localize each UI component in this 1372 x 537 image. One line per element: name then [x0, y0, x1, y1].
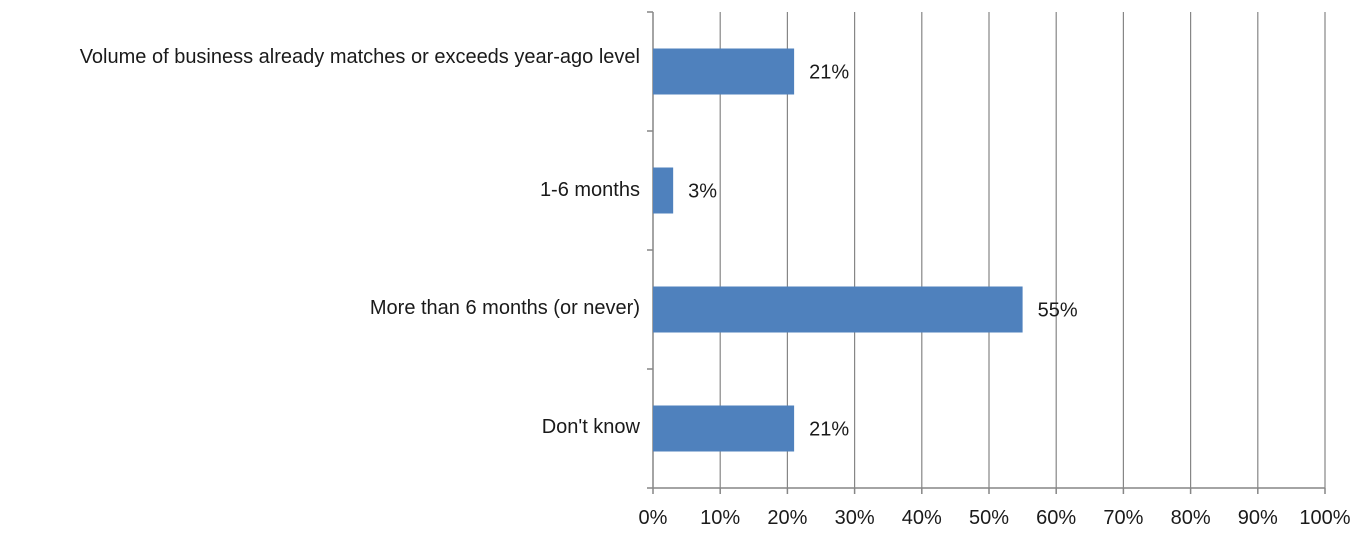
x-tick-label-9: 90%	[1238, 507, 1278, 529]
x-tick-label-7: 70%	[1103, 507, 1143, 529]
bar-1	[653, 167, 674, 214]
x-tick-label-8: 80%	[1171, 507, 1211, 529]
category-label-2: More than 6 months (or never)	[369, 297, 640, 319]
bar-2	[653, 286, 1023, 333]
data-label-3: 21%	[809, 419, 849, 441]
data-label-0: 21%	[809, 62, 849, 84]
x-tick-label-6: 60%	[1036, 507, 1076, 529]
category-label-3: Don't know	[541, 416, 640, 438]
x-tick-label-1: 10%	[700, 507, 740, 529]
category-label-1: 1-6 months	[539, 179, 640, 201]
x-tick-label-5: 50%	[969, 507, 1009, 529]
bar-3	[653, 405, 795, 452]
x-tick-label-3: 30%	[835, 507, 875, 529]
data-label-2: 55%	[1038, 300, 1078, 322]
x-tick-label-2: 20%	[767, 507, 807, 529]
bar-0	[653, 48, 795, 95]
data-label-1: 3%	[688, 181, 717, 203]
x-tick-label-4: 40%	[902, 507, 942, 529]
x-tick-label-0: 0%	[639, 507, 668, 529]
category-label-0: Volume of business already matches or ex…	[79, 46, 640, 68]
x-tick-label-10: 100%	[1299, 507, 1350, 529]
